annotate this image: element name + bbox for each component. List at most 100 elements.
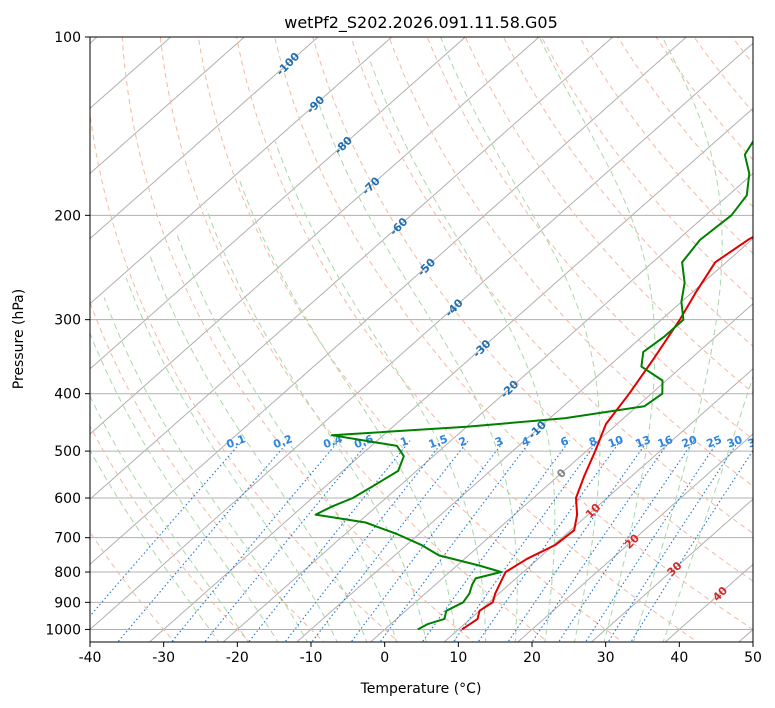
y-tick-label: 800 <box>54 565 81 581</box>
x-tick-label: 10 <box>449 650 467 666</box>
moist-adiabat-line <box>90 331 279 642</box>
moist-adiabat-line <box>205 208 427 642</box>
isotherm-line <box>443 368 753 642</box>
dry-adiabat-line <box>426 37 753 440</box>
y-tick-label: 1000 <box>45 622 81 638</box>
x-tick-label: 0 <box>380 650 389 666</box>
chart-title: wetPf2_S202.2026.091.11.58.G05 <box>284 13 558 33</box>
y-axis-label: Pressure (hPa) <box>11 289 27 389</box>
y-tick-label: 900 <box>54 595 81 611</box>
dry-adiabat-line <box>90 531 176 642</box>
isotherm-line <box>90 37 246 175</box>
x-tick-label: -30 <box>152 650 175 666</box>
moist-adiabat-line <box>176 233 398 642</box>
mixing-ratio-line <box>452 440 599 642</box>
moist-adiabat-line <box>103 297 309 642</box>
mixing-ratio-line <box>630 449 753 642</box>
moist-adiabat-line <box>369 61 556 642</box>
isotherm-line <box>90 37 614 500</box>
y-tick-label: 300 <box>54 313 81 329</box>
dry-adiabat-line <box>197 37 624 642</box>
x-tick-label: 30 <box>597 650 615 666</box>
y-tick-label: 500 <box>54 444 81 460</box>
dry-adiabat-line <box>90 110 400 642</box>
mixing-ratio-label: 6 <box>559 434 571 449</box>
x-tick-label: -40 <box>79 650 102 666</box>
profile-line <box>461 235 753 631</box>
y-tick-label: 700 <box>54 531 81 547</box>
moist-adiabat-line <box>90 449 220 642</box>
y-tick-label: 100 <box>54 30 81 46</box>
mixing-ratio-label: 20 <box>680 433 699 451</box>
moist-adiabat-line <box>633 37 723 642</box>
isotherm-line <box>517 433 753 642</box>
profile-traces <box>314 139 753 631</box>
isotherm-line <box>90 37 393 305</box>
dry-adiabat-line <box>159 37 549 642</box>
mixing-ratio-line <box>117 440 290 642</box>
isotherm-line <box>90 37 467 370</box>
mixing-ratio-line <box>421 440 570 642</box>
moist-adiabat-line <box>90 394 249 642</box>
mixing-ratio-label: 8 <box>587 434 599 449</box>
x-tick-label: 40 <box>670 650 688 666</box>
dry-adiabat-line <box>350 37 753 535</box>
mixing-ratio-line <box>284 440 445 642</box>
y-tick-label: 600 <box>54 491 81 507</box>
dry-adiabat-line <box>388 37 753 487</box>
x-axis-label: Temperature (°C) <box>360 681 482 697</box>
mixing-ratio-label: 10 <box>606 433 625 451</box>
dry-adiabat-line <box>274 37 753 631</box>
mixing-ratio-label: 0.1 <box>225 432 248 451</box>
isotherm-line <box>90 42 753 631</box>
mixing-ratio-line <box>477 440 622 642</box>
y-tick-label: 400 <box>54 387 81 403</box>
dry-adiabat-line <box>90 425 251 642</box>
isotherm-line <box>90 37 688 565</box>
isotherm-line <box>296 237 753 642</box>
mixing-ratio-label: 4 <box>520 434 532 449</box>
plot-frame <box>89 36 754 643</box>
mixing-ratio-label: 30 <box>725 433 744 451</box>
isotherm-line <box>369 303 753 642</box>
isotherm-line <box>590 498 753 642</box>
mixing-ratio-label: 3 <box>493 434 505 449</box>
moist-adiabat-line <box>538 37 656 642</box>
moist-adiabat-line <box>662 374 753 642</box>
moist-adiabat-line <box>149 256 368 642</box>
axes: -40 -30 -20 -10 0 10 20 30 40 50 1000 900 800 700 600 5… <box>45 30 762 666</box>
x-tick-label: 20 <box>523 650 541 666</box>
isotherm-line <box>90 37 319 240</box>
moist-adiabat-line <box>440 37 601 642</box>
mixing-ratio-line <box>90 440 243 617</box>
isotherm-line <box>222 172 753 642</box>
x-tick-label: -20 <box>226 650 249 666</box>
x-tick-label: 50 <box>744 650 762 666</box>
mixing-ratio-line <box>350 440 505 642</box>
moist-adiabat-line <box>125 277 338 642</box>
mixing-ratio-label: 16 <box>656 433 675 451</box>
mixing-ratio-label: 1 <box>398 434 410 449</box>
dry-adiabat-line <box>502 37 753 347</box>
mixing-ratio-line <box>531 440 671 642</box>
mixing-ratio-line <box>557 440 695 642</box>
dry-adiabat-line <box>121 37 475 642</box>
isotherm-line <box>90 37 540 435</box>
mixing-ratio-label: 2 <box>457 434 469 449</box>
dry-adiabat-line <box>312 37 753 582</box>
dry-adiabat-line <box>464 37 753 394</box>
mixing-ratio-label: 1.5 <box>427 432 450 451</box>
y-tick-label: 200 <box>54 208 81 224</box>
profile-line <box>314 139 753 631</box>
moist-adiabat-line <box>274 141 487 642</box>
mixing-ratio-label: 36 <box>746 433 765 451</box>
mixing-ratio-line <box>585 440 719 642</box>
mixing-ratio-label: 25 <box>705 433 724 450</box>
dry-adiabat-line <box>236 37 699 642</box>
moist-adiabat-line <box>318 104 518 642</box>
x-tick-label: -10 <box>300 650 323 666</box>
mixing-ratio-label: 0.6 <box>352 432 375 451</box>
mixing-ratio-line <box>607 440 740 642</box>
isotherm-line <box>148 107 753 642</box>
